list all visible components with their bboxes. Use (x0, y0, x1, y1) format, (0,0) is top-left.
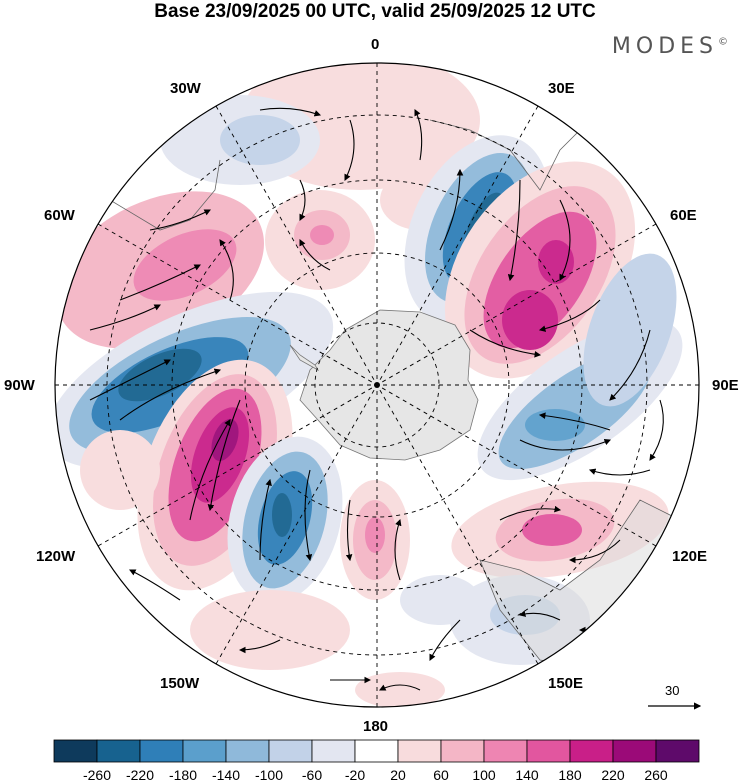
colorbar-swatch (612, 739, 657, 763)
label-0: 0 (371, 36, 380, 53)
reference-vector-label: 30 (665, 683, 680, 698)
chart-title: Base 23/09/2025 00 UTC, valid 25/09/2025… (154, 1, 596, 22)
antarctica-landmass (299, 309, 479, 461)
colorbar-swatch (268, 739, 313, 763)
colorbar-swatch (311, 739, 356, 763)
colorbar-tick-label: 180 (558, 767, 582, 783)
colorbar-tick-label: 220 (601, 767, 625, 783)
south-pole-marker (374, 382, 380, 388)
colorbar-tick-label: -220 (126, 767, 154, 783)
colorbar-swatch (354, 739, 399, 763)
colorbar-tick-label: -140 (212, 767, 240, 783)
colorbar-swatch (483, 739, 528, 763)
colorbar-swatch (440, 739, 485, 763)
label-90w: 90W (4, 377, 35, 394)
map-disk (55, 63, 699, 707)
colorbar-swatch (526, 739, 571, 763)
colorbar-swatch (655, 739, 700, 763)
label-180: 180 (363, 718, 389, 735)
colorbar-tick-label: 60 (433, 767, 449, 783)
colorbar-tick-label: 20 (390, 767, 406, 783)
label-90e: 90E (712, 377, 739, 394)
colorbar-tick-label: -60 (302, 767, 322, 783)
label-60e: 60E (670, 207, 697, 224)
map-boundary (54, 62, 700, 708)
colorbar-tick-label: -100 (255, 767, 283, 783)
colorbar-tick-label: 140 (515, 767, 539, 783)
colorbar-tick-label: -180 (169, 767, 197, 783)
colorbar-swatch (53, 739, 98, 763)
label-120e: 120E (672, 548, 708, 565)
label-150e: 150E (548, 675, 584, 692)
colorbar-swatch (182, 739, 227, 763)
brand-mark: © (718, 36, 728, 48)
colorbar-swatch (225, 739, 270, 763)
label-30w: 30W (170, 80, 201, 97)
brand-text: MODES (611, 34, 718, 59)
colorbar-tick-label: -260 (83, 767, 111, 783)
colorbar-tick-label: 100 (472, 767, 496, 783)
colorbar-tick-label: -20 (345, 767, 365, 783)
label-150w: 150W (160, 675, 200, 692)
colorbar-swatch (397, 739, 442, 763)
label-120w: 120W (36, 548, 76, 565)
antarctic-peninsula (289, 344, 320, 372)
colorbar-swatch (569, 739, 614, 763)
colorbar-tick-label: 260 (644, 767, 668, 783)
colorbar-swatch (139, 739, 184, 763)
label-30e: 30E (548, 80, 575, 97)
colorbar-swatch (96, 739, 141, 763)
modes-logo: MODES© (612, 34, 728, 59)
label-60w: 60W (44, 207, 75, 224)
